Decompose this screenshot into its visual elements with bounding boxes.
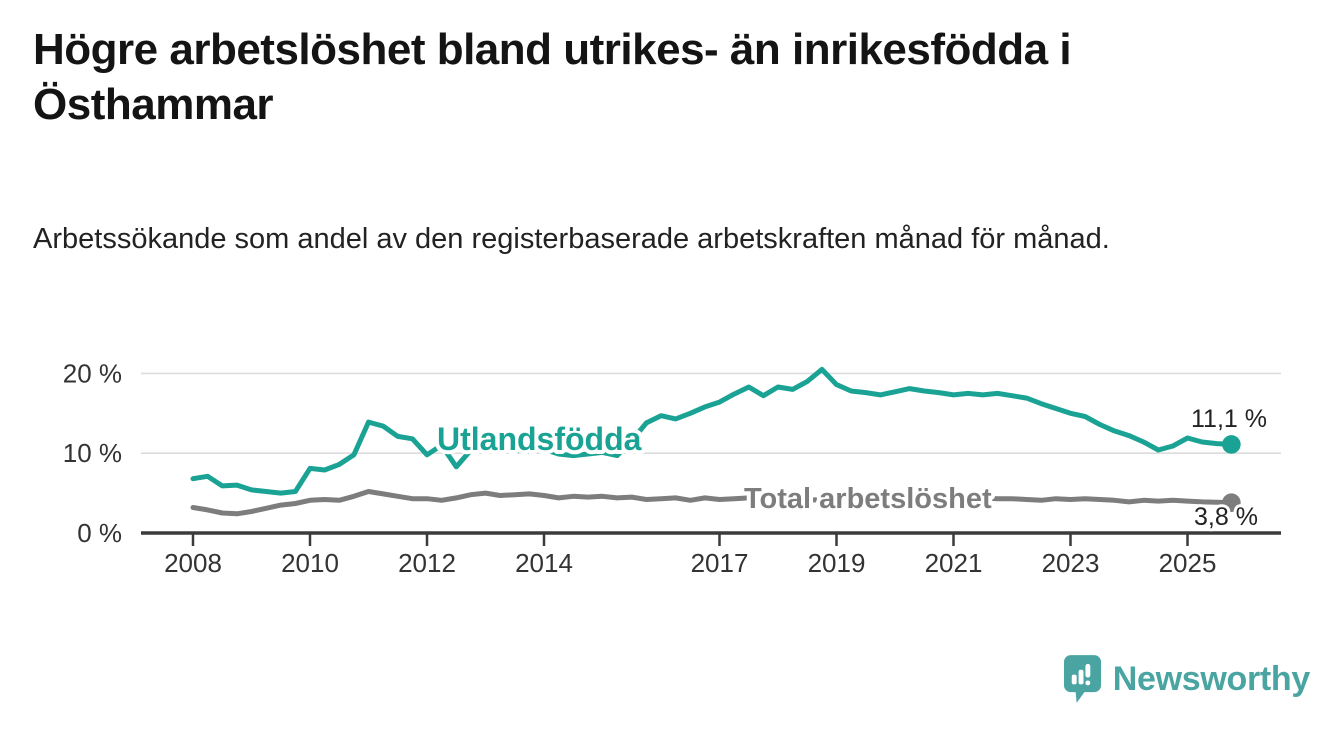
series-line-total-arbetsl-shet (190, 489, 1234, 517)
y-tick-label: 10 % (63, 438, 122, 468)
y-tick-label: 20 % (63, 358, 122, 388)
series-label: Utlandsfödda (437, 421, 642, 457)
x-tick-label: 2021 (925, 548, 983, 578)
series-label: Total arbetslöshet (744, 483, 992, 515)
series-line-utlandsf-dda (190, 366, 1234, 496)
x-tick-label: 2008 (164, 548, 222, 578)
series-end-dot (1222, 435, 1241, 454)
end-value-label: 11,1 % (1191, 405, 1267, 433)
brand-wordmark: Newsworthy (1112, 659, 1311, 698)
x-tick-label: 2025 (1159, 548, 1217, 578)
chart-subtitle: Arbetssökande som andel av den registerb… (33, 223, 1110, 255)
x-tick-label: 2014 (515, 548, 573, 578)
chart-title: Högre arbetslöshet bland utrikes- än inr… (33, 25, 1072, 130)
end-value-label: 3,8 % (1194, 503, 1258, 531)
newsworthy-logo-icon (1063, 655, 1101, 703)
x-tick-label: 2010 (281, 548, 339, 578)
x-tick-label: 2019 (808, 548, 866, 578)
series-end-dot (1222, 493, 1241, 512)
x-tick-label: 2012 (398, 548, 456, 578)
y-tick-label: 0 % (77, 518, 122, 548)
newsworthy-logo: Newsworthy (1063, 654, 1310, 704)
x-tick-label: 2017 (691, 548, 749, 578)
x-tick-label: 2023 (1042, 548, 1100, 578)
